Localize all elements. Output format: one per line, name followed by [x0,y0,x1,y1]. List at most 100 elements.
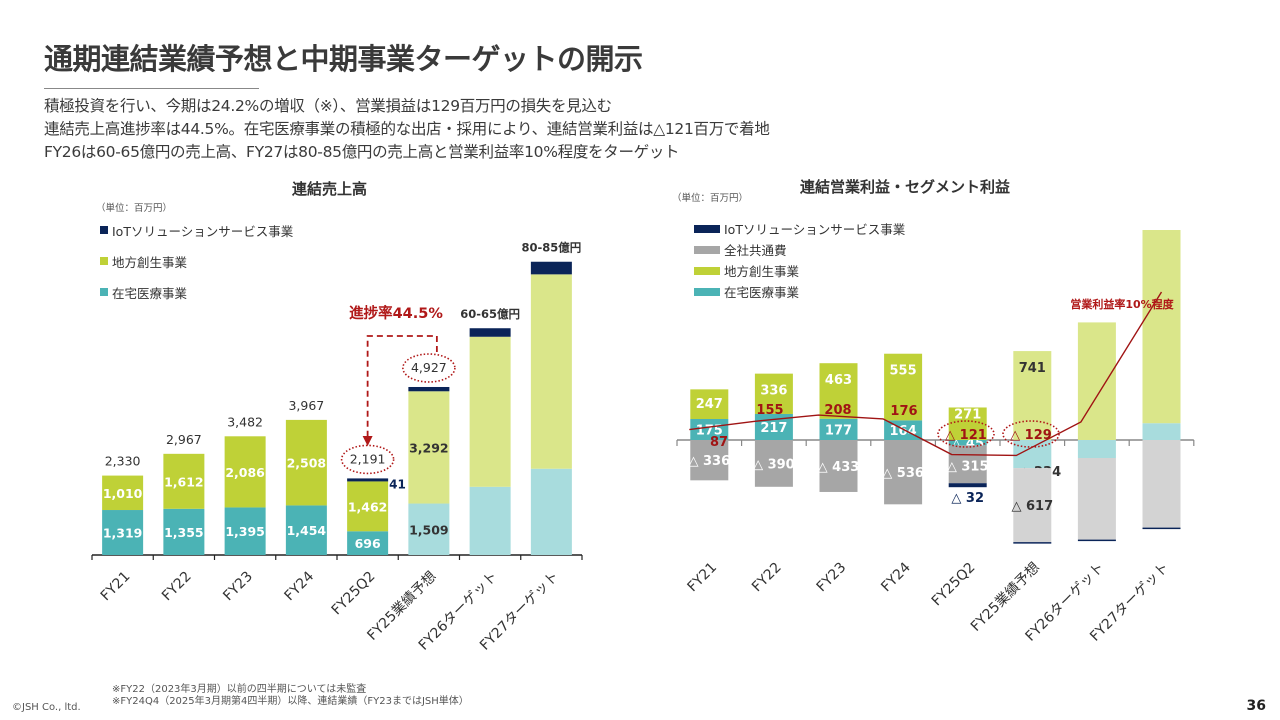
bar-segment-homecare [347,531,389,555]
legend-item-regional: 地方創生事業 [100,251,293,271]
bar-segment-iot [1142,527,1181,530]
legend-swatch-iot [100,226,108,234]
bar-segment-regional [530,274,572,469]
bar-segment-regional [754,373,793,414]
legend-item-homecare: 在宅医療事業 [694,281,905,302]
bar-segment-homecare [102,510,144,555]
category-label: FY23 [814,560,850,596]
line-label: 87 [710,435,728,450]
bar-segment-homecare [948,440,987,446]
bar-segment-regional [690,389,729,419]
legend-item-iot: IoTソリューションサービス事業 [694,218,905,239]
bar-segment-regional [102,475,144,511]
bar-segment-homecare [690,419,729,440]
bar-segment-regional [1142,230,1181,424]
bar-label: 336 [760,384,787,399]
bar-segment-regional [163,453,205,509]
footnote-1: ※FY22（2023年3月期）以前の四半期については未監査 [112,684,367,695]
bar-label: △ 390 [753,457,795,472]
sales-chart: 1,3191,0102,330FY211,3551,6122,967FY221,… [91,241,583,654]
bar-label: △ 315 [947,459,989,474]
total-label: 60-65億円 [460,307,520,321]
line-label: △ 129 [1010,428,1052,443]
total-label: 2,967 [166,432,202,447]
summary-bullet-3: FY26は60-65億円の売上高、FY27は80-85億円の売上高と営業利益率1… [44,143,680,161]
bar-label: 271 [954,407,981,422]
title-underline [44,88,259,89]
total-label: 2,191 [350,451,386,466]
total-label: 4,927 [411,360,447,375]
bar-label: 177 [825,423,852,438]
bar-label: △ 433 [818,460,860,475]
total-label: 3,967 [288,398,324,413]
legend-item-iot: IoTソリューションサービス事業 [100,220,293,240]
bar-label: 741 [1019,361,1046,376]
operating-profit-line [689,291,1163,457]
profit-legend: IoTソリューションサービス事業 全社共通費 地方創生事業 在宅医療事業 [694,218,905,302]
bar-segment-homecare [224,507,266,555]
legend-swatch-regional [100,257,108,265]
bar-segment-corporate [948,445,987,484]
progress-rate-annotation: 進捗率44.5% [349,304,443,322]
bar-segment-corporate [690,440,729,481]
bar-label: 1,509 [409,522,449,537]
line-label: 155 [756,403,783,418]
bar-label: 696 [355,536,381,551]
bar-segment-regional [819,363,858,419]
legend-swatch-homecare [694,287,720,296]
profit-unit-label: （単位：百万円） [672,193,749,204]
bar-label: 555 [890,364,917,379]
bar-segment-corporate [819,440,858,492]
bar-label: 1,010 [103,486,143,501]
bar-label: 1,355 [164,525,204,540]
total-label: 2,330 [105,454,141,469]
legend-swatch-iot [694,224,720,233]
bar-segment-homecare [408,503,450,555]
bar-segment-corporate [1142,440,1181,528]
line-label: 176 [890,404,917,419]
bar-segment-corporate [884,440,923,505]
bar-label: 1,462 [348,499,388,514]
bar-segment-homecare [469,486,511,555]
bar-segment-homecare [819,418,858,440]
summary-bullet-2: 連結売上高進捗率は44.5%。在宅医療事業の積極的な出店・採用により、連結営業利… [44,120,770,138]
bar-segment-homecare [530,468,572,555]
total-label: 3,482 [227,414,263,429]
bar-label: 2,508 [287,456,327,471]
legend-item-regional: 地方創生事業 [694,260,905,281]
operating-margin-annotation: 営業利益率10%程度 [1070,297,1174,311]
bar-label: 463 [825,373,852,388]
progress-arrowhead [362,436,373,446]
bar-segment-regional [948,407,987,440]
bar-segment-homecare [285,505,327,555]
page-title: 通期連結業績予想と中期事業ターゲットの開示 [44,42,643,76]
bar-segment-regional [285,419,327,506]
bar-segment-regional [1013,351,1052,440]
page-number: 36 [1246,698,1266,714]
bar-segment-homecare [884,420,923,440]
total-label: 80-85億円 [521,241,581,255]
bar-segment-regional [884,353,923,421]
bar-label: 217 [760,421,787,436]
legend-swatch-corporate [694,245,720,254]
highlight-ellipse [402,353,456,383]
bar-segment-corporate [1077,458,1116,540]
bar-segment-iot [1013,542,1052,544]
sales-chart-title: 連結売上高 [292,180,368,198]
profit-chart-title: 連結営業利益・セグメント利益 [800,178,1011,196]
line-label: △ 121 [945,428,987,443]
bar-label: △ 617 [1011,499,1053,514]
bar-label: 1,319 [103,526,143,541]
bar-segment-corporate [754,440,793,487]
bar-label: 247 [696,397,723,412]
bar-segment-iot [530,261,572,275]
bar-label: 3,292 [409,440,449,455]
bar-label: 1,612 [164,474,204,489]
line-label: 208 [824,403,851,418]
bar-segment-regional [1077,322,1116,440]
bar-label: △ 32 [951,491,984,506]
highlight-ellipse [937,420,995,448]
bar-label: 1,454 [287,523,327,538]
category-label: FY25Q2 [929,560,979,610]
